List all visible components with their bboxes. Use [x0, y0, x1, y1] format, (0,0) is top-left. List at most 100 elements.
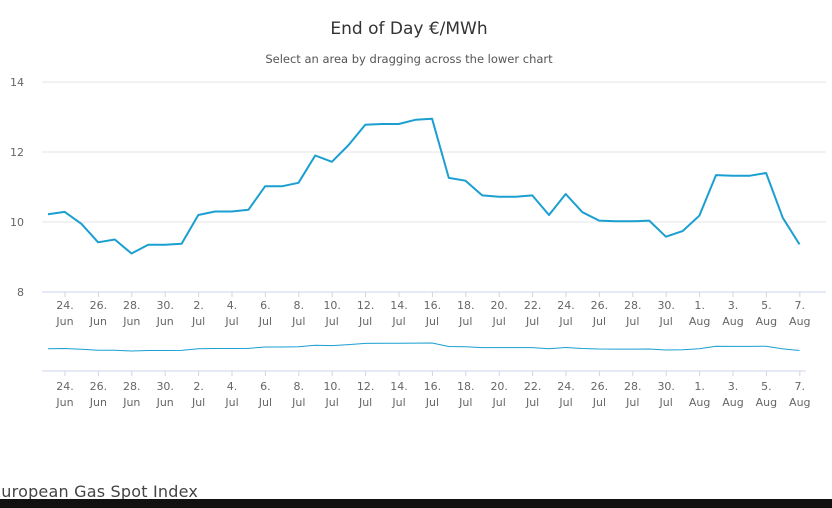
x-tick-day: 30.: [657, 380, 675, 393]
x-tick-day: 22.: [524, 380, 542, 393]
x-tick-day: 22.: [524, 299, 542, 312]
x-tick-month: Jun: [55, 396, 73, 409]
x-tick-day: 7.: [795, 299, 806, 312]
y-axis: 8 10 12 14: [10, 76, 24, 299]
x-tick-day: 3.: [728, 380, 739, 393]
x-tick-day: 8.: [294, 299, 305, 312]
x-tick-month: Jul: [525, 315, 539, 328]
x-tick-month: Jul: [391, 315, 405, 328]
x-tick-day: 28.: [123, 380, 141, 393]
x-tick-day: 26.: [591, 380, 609, 393]
grid: [42, 81, 826, 293]
x-tick-day: 28.: [624, 299, 642, 312]
x-tick-day: 28.: [123, 299, 141, 312]
x-tick-day: 6.: [260, 299, 271, 312]
x-tick-day: 2.: [193, 380, 204, 393]
navigator-series-line[interactable]: [47, 342, 800, 352]
x-tick-month: Aug: [722, 396, 743, 409]
x-tick-month: Jul: [625, 315, 639, 328]
x-tick-month: Jul: [492, 315, 506, 328]
x-tick-month: Aug: [756, 396, 777, 409]
x-tick-day: 5.: [761, 380, 772, 393]
y-tick-label: 10: [10, 216, 24, 229]
x-tick-day: 26.: [90, 380, 108, 393]
x-tick-day: 14.: [390, 299, 408, 312]
x-tick-month: Jul: [325, 396, 339, 409]
x-tick-day: 4.: [227, 299, 238, 312]
x-tick-day: 24.: [557, 299, 575, 312]
series-line[interactable]: [47, 117, 801, 255]
x-tick-month: Jul: [492, 396, 506, 409]
x-tick-month: Jul: [558, 396, 572, 409]
chart-subtitle: Select an area by dragging across the lo…: [265, 52, 553, 66]
chart-title: End of Day €/MWh: [330, 19, 487, 39]
x-tick-day: 20.: [490, 299, 508, 312]
x-tick-day: 16.: [424, 380, 442, 393]
x-tick-day: 2.: [193, 299, 204, 312]
x-tick-day: 10.: [323, 380, 341, 393]
x-tick-day: 16.: [424, 299, 442, 312]
x-tick-day: 26.: [591, 299, 609, 312]
x-tick-day: 28.: [624, 380, 642, 393]
x-tick-day: 3.: [728, 299, 739, 312]
x-tick-day: 18.: [457, 299, 475, 312]
x-tick-month: Jul: [458, 396, 472, 409]
x-tick-day: 6.: [260, 380, 271, 393]
x-tick-month: Jul: [325, 315, 339, 328]
x-tick-month: Jun: [89, 396, 107, 409]
x-tick-month: Jul: [224, 315, 238, 328]
x-tick-month: Jun: [55, 315, 73, 328]
x-tick-day: 24.: [56, 299, 74, 312]
main-x-axis: 24. Jun 26. Jun 28. Jun 30. Jun 2. Jul 4. Jul 6. Jul 8…: [42, 291, 811, 328]
x-tick-month: Jul: [258, 396, 272, 409]
x-tick-month: Jul: [358, 315, 372, 328]
x-tick-month: Jun: [89, 315, 107, 328]
x-tick-day: 18.: [457, 380, 475, 393]
navigator-x-axis: 24. Jun 26. Jun 28. Jun 30. Jun 2. Jul 4. Jul 6. Jul 8…: [42, 370, 811, 409]
x-tick-month: Jun: [122, 396, 140, 409]
x-tick-month: Jul: [191, 315, 205, 328]
y-tick-label: 8: [17, 286, 24, 299]
x-tick-day: 30.: [156, 380, 174, 393]
x-tick-month: Aug: [789, 396, 810, 409]
x-tick-month: Jul: [291, 315, 305, 328]
x-tick-day: 1.: [694, 299, 705, 312]
main-series[interactable]: [47, 117, 801, 255]
y-tick-label: 12: [10, 146, 24, 159]
x-tick-month: Jul: [191, 396, 205, 409]
x-tick-month: Jul: [458, 315, 472, 328]
x-tick-month: Jun: [122, 315, 140, 328]
x-tick-month: Jul: [425, 315, 439, 328]
x-tick-day: 24.: [56, 380, 74, 393]
x-tick-month: Jul: [224, 396, 238, 409]
y-tick-label: 14: [10, 76, 24, 89]
x-tick-month: Aug: [689, 396, 710, 409]
x-tick-month: Aug: [789, 315, 810, 328]
x-tick-day: 7.: [795, 380, 806, 393]
x-tick-day: 12.: [357, 380, 375, 393]
x-tick-day: 24.: [557, 380, 575, 393]
footer-text: European Gas Spot Index: [0, 482, 199, 501]
x-tick-month: Jul: [391, 396, 405, 409]
x-tick-month: Jul: [258, 315, 272, 328]
x-tick-day: 20.: [490, 380, 508, 393]
x-tick-month: Jul: [659, 396, 673, 409]
x-tick-day: 14.: [390, 380, 408, 393]
navigator[interactable]: [47, 342, 800, 352]
bottom-bar: [0, 499, 832, 508]
x-tick-month: Jul: [592, 396, 606, 409]
x-tick-month: Jul: [659, 315, 673, 328]
x-tick-month: Jul: [358, 396, 372, 409]
x-tick-day: 26.: [90, 299, 108, 312]
x-tick-day: 10.: [323, 299, 341, 312]
x-tick-month: Aug: [722, 315, 743, 328]
x-tick-month: Jul: [291, 396, 305, 409]
x-tick-day: 1.: [694, 380, 705, 393]
x-tick-month: Jun: [156, 396, 174, 409]
x-tick-day: 30.: [657, 299, 675, 312]
x-tick-month: Aug: [689, 315, 710, 328]
x-tick-month: Jul: [592, 315, 606, 328]
x-tick-month: Jul: [558, 315, 572, 328]
x-tick-month: Aug: [756, 315, 777, 328]
